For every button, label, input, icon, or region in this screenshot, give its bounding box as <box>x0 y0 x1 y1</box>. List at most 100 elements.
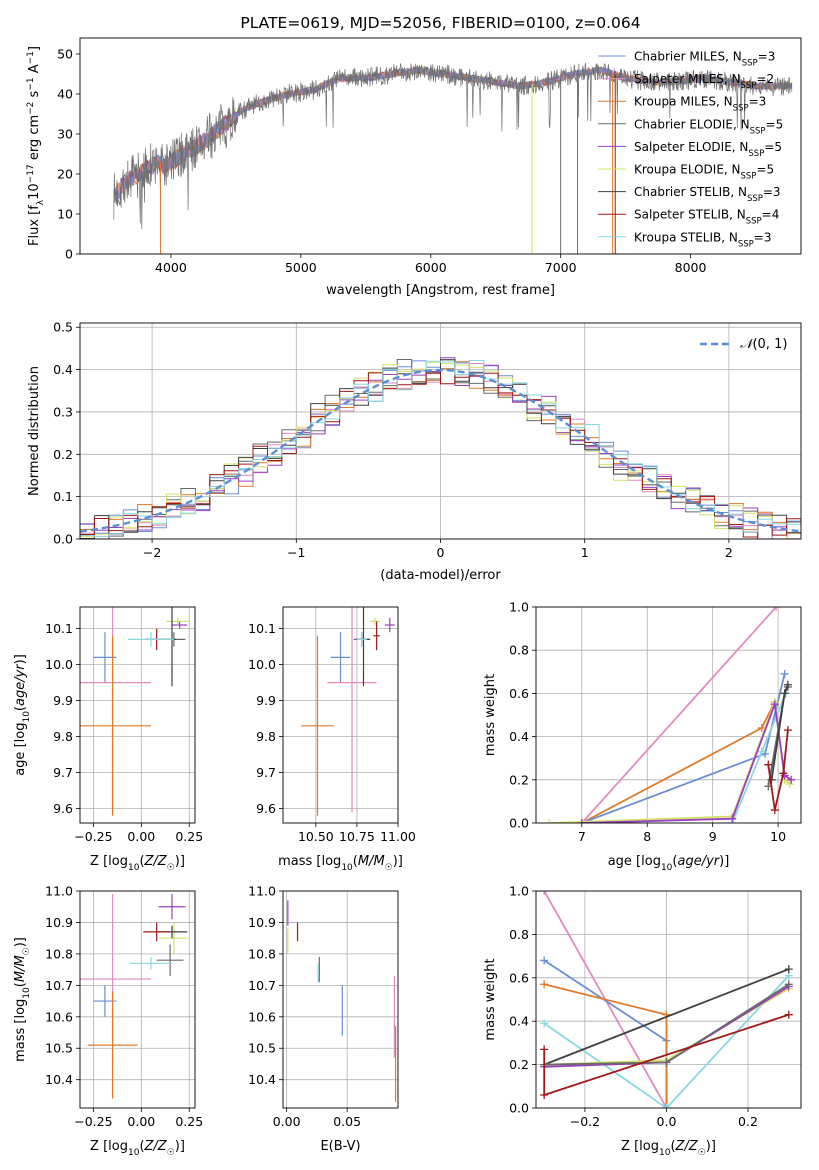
x-tick-label: 6000 <box>415 260 447 275</box>
label-part: Z/Z <box>144 1139 168 1154</box>
x-tick-label: 10.75 <box>339 829 375 844</box>
y-tick-label: 20 <box>57 167 73 182</box>
y-tick-label: 0.4 <box>509 1014 529 1029</box>
label-part: Z/Z <box>675 1139 699 1154</box>
weight-marker-salpeter_stelib <box>783 726 792 735</box>
y-tick-label: 9.7 <box>256 765 276 780</box>
y-tick-label: 10.1 <box>45 621 73 636</box>
label-part: mass [log <box>13 999 28 1062</box>
y-axis-label: Flux [fλ10−17 erg cm−2 s−1 A−1] <box>26 46 46 246</box>
label-part: ☉ <box>167 863 175 873</box>
y-tick-label: 0.8 <box>509 927 529 942</box>
legend-label: Chabrier STELIB, NSSP=3 <box>634 185 781 204</box>
legend-label-suffix: =5 <box>766 117 784 131</box>
legend-label: Kroupa MILES, NSSP=3 <box>634 95 766 114</box>
legend-label: Kroupa STELIB, NSSP=3 <box>634 230 772 249</box>
axes-frame <box>282 606 399 824</box>
legend-label: Chabrier ELODIE, NSSP=5 <box>634 117 783 136</box>
axes-spectrum: 4000 5000 6000 7000 8000 0 10 20 30 40 50 <box>57 37 802 275</box>
axes-frame <box>79 322 802 540</box>
label-part: ☉ <box>167 1148 175 1158</box>
y-tick-label: 10.7 <box>45 978 73 993</box>
y-tick-label: 0.0 <box>509 816 529 831</box>
x-tick-label: −2 <box>143 545 161 560</box>
legend-label-sub: SSP <box>750 126 766 136</box>
point-kroupa_miles <box>301 635 334 816</box>
plot-area <box>536 891 801 1108</box>
weight-marker-salpeter_stelib <box>784 1010 793 1019</box>
weight-marker-salpeter_miles <box>772 607 781 611</box>
label-part: −2 <box>26 102 36 115</box>
label-part: )] <box>393 854 403 869</box>
legend-label-sub: SSP <box>741 81 757 91</box>
label-part: erg cm <box>27 115 42 164</box>
weight-line-chabrier_miles <box>543 959 668 1108</box>
weight-marker-chabrier_miles <box>540 956 549 965</box>
label-part: ( <box>139 1139 144 1154</box>
point-salpeter_elodie <box>158 894 186 920</box>
y-tick-label: 10 <box>57 207 73 222</box>
y-tick-label: 10.7 <box>248 978 276 993</box>
weight-line-chabrier_stelib <box>770 684 789 780</box>
legend-label-text: Chabrier STELIB, N <box>634 185 747 199</box>
point-salpeter_elodie <box>172 621 188 629</box>
axes-frame <box>79 37 802 255</box>
legend-label-sub: SSP <box>733 104 749 114</box>
weight-marker-salpeter_elodie <box>787 775 796 784</box>
x-tick-label: 8 <box>643 829 651 844</box>
label-part: ( <box>672 854 677 869</box>
x-tick-label: 9 <box>709 829 717 844</box>
plot-area <box>80 607 195 823</box>
y-tick-label: 10.0 <box>248 657 276 672</box>
y-tick-label: 0.1 <box>53 489 73 504</box>
y-tick-label: 10.9 <box>45 915 73 930</box>
weight-marker-chabrier_miles <box>780 669 789 678</box>
y-tick-label: 10.8 <box>45 946 73 961</box>
weight-marker-salpeter_stelib <box>764 760 773 769</box>
y-tick-label: 11.0 <box>248 884 276 899</box>
weight-marker-salpeter_elodie <box>770 700 779 709</box>
label-part: ( <box>13 706 28 711</box>
label-part: 10 <box>22 987 32 999</box>
y-tick-label: 0.0 <box>509 1101 529 1116</box>
x-tick-label: 0.25 <box>175 1114 203 1129</box>
y-tick-label: 0.2 <box>53 447 73 462</box>
y-tick-label: 30 <box>57 127 73 142</box>
axes-weight_vs_age: 7 8 9 10 0.0 0.2 0.4 0.6 0.8 1.0 <box>509 600 802 844</box>
plot-area <box>536 607 801 823</box>
legend-args: (0, 1) <box>752 337 787 352</box>
y-tick-label: 0.4 <box>53 362 73 377</box>
legend-label: Chabrier MILES, NSSP=3 <box>634 50 775 69</box>
point-salpeter_stelib <box>143 922 171 942</box>
y-tick-label: 0.0 <box>53 532 73 547</box>
label-part: Normed distribution <box>27 366 42 496</box>
label-part: 10 <box>27 183 42 200</box>
label-part: 10 <box>22 711 32 723</box>
y-axis-label: age [log10(age/yr)] <box>13 654 32 776</box>
weight-line-kroupa_stelib <box>543 974 790 1108</box>
point-kroupa_elodie <box>370 617 380 625</box>
weight-marker-chabrier_stelib <box>784 965 793 974</box>
legend-label-suffix: =3 <box>763 185 781 199</box>
weight-marker-salpeter_stelib <box>540 1045 549 1054</box>
x-axis-label: mass [log10(M/M☉)] <box>278 854 403 873</box>
y-tick-label: 40 <box>57 87 73 102</box>
y-tick-label: 10.4 <box>248 1072 276 1087</box>
point-kroupa_elodie <box>166 617 190 625</box>
x-tick-label: 0.05 <box>333 1114 361 1129</box>
plot-area <box>80 891 195 1108</box>
legend-label-text: Chabrier MILES, N <box>634 50 742 64</box>
label-part: Flux [f <box>27 205 42 246</box>
plot-area <box>80 323 801 539</box>
label-part: ( <box>13 982 28 987</box>
label-part: E(B-V) <box>320 1139 360 1154</box>
x-axis-label: wavelength [Angstrom, rest frame] <box>326 283 555 298</box>
y-tick-label: 0 <box>65 247 73 262</box>
label-part: Z [log <box>621 1139 659 1154</box>
label-part: 10 <box>341 863 353 873</box>
y-tick-label: 0.4 <box>509 729 529 744</box>
label-part: ] <box>27 46 42 51</box>
x-tick-label: 0.25 <box>175 829 203 844</box>
